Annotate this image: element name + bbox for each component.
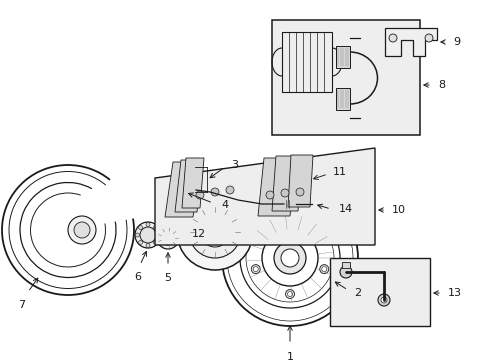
Bar bbox=[341, 262, 349, 268]
Circle shape bbox=[146, 243, 150, 248]
Circle shape bbox=[281, 189, 288, 197]
Circle shape bbox=[309, 200, 317, 208]
Bar bbox=[284, 200, 295, 208]
Text: 5: 5 bbox=[164, 273, 171, 283]
Text: 11: 11 bbox=[332, 167, 346, 177]
Text: 12: 12 bbox=[192, 229, 206, 239]
Circle shape bbox=[424, 34, 432, 42]
Bar bbox=[175, 180, 195, 192]
Circle shape bbox=[266, 226, 271, 231]
Circle shape bbox=[140, 227, 156, 243]
Circle shape bbox=[285, 289, 294, 298]
Circle shape bbox=[264, 224, 273, 233]
Circle shape bbox=[210, 188, 219, 196]
Text: 9: 9 bbox=[452, 37, 459, 47]
Circle shape bbox=[321, 267, 326, 272]
Bar bbox=[335, 46, 349, 68]
Polygon shape bbox=[164, 162, 201, 217]
Polygon shape bbox=[384, 28, 436, 56]
Circle shape bbox=[74, 222, 90, 238]
Circle shape bbox=[339, 266, 351, 278]
Circle shape bbox=[265, 191, 273, 199]
Text: 6: 6 bbox=[134, 272, 141, 282]
Bar bbox=[329, 258, 429, 326]
Circle shape bbox=[388, 34, 396, 42]
Polygon shape bbox=[155, 148, 374, 245]
Text: 14: 14 bbox=[338, 204, 352, 214]
Text: 2: 2 bbox=[353, 288, 360, 298]
Polygon shape bbox=[182, 158, 203, 208]
Circle shape bbox=[135, 222, 161, 248]
Circle shape bbox=[287, 292, 292, 297]
Text: 13: 13 bbox=[447, 288, 461, 298]
Circle shape bbox=[157, 227, 179, 249]
Circle shape bbox=[153, 240, 157, 244]
Circle shape bbox=[377, 294, 389, 306]
Circle shape bbox=[281, 249, 298, 267]
Circle shape bbox=[135, 233, 139, 237]
Circle shape bbox=[146, 222, 150, 226]
Circle shape bbox=[68, 216, 96, 244]
Bar bbox=[187, 186, 196, 194]
Circle shape bbox=[161, 231, 175, 245]
Circle shape bbox=[319, 265, 328, 274]
Bar bbox=[271, 20, 419, 135]
Text: 8: 8 bbox=[437, 80, 444, 90]
Text: 1: 1 bbox=[286, 352, 293, 360]
Bar bbox=[175, 167, 195, 179]
Circle shape bbox=[196, 191, 203, 199]
Circle shape bbox=[306, 224, 315, 233]
Circle shape bbox=[156, 233, 160, 237]
Bar bbox=[282, 32, 331, 92]
Polygon shape bbox=[258, 158, 295, 216]
Text: 7: 7 bbox=[19, 300, 25, 310]
Circle shape bbox=[225, 186, 234, 194]
Circle shape bbox=[189, 206, 241, 258]
Circle shape bbox=[273, 242, 305, 274]
Circle shape bbox=[380, 297, 386, 303]
Polygon shape bbox=[175, 160, 203, 212]
Text: 10: 10 bbox=[391, 205, 405, 215]
Text: 3: 3 bbox=[230, 160, 238, 170]
Circle shape bbox=[177, 194, 252, 270]
Polygon shape bbox=[271, 156, 302, 211]
Circle shape bbox=[251, 265, 260, 274]
Circle shape bbox=[253, 267, 258, 272]
Bar bbox=[335, 88, 349, 110]
Circle shape bbox=[138, 240, 142, 244]
Circle shape bbox=[308, 226, 313, 231]
Polygon shape bbox=[287, 155, 312, 207]
Circle shape bbox=[295, 188, 304, 196]
Text: 4: 4 bbox=[221, 200, 228, 210]
Circle shape bbox=[153, 226, 157, 230]
Circle shape bbox=[138, 226, 142, 230]
